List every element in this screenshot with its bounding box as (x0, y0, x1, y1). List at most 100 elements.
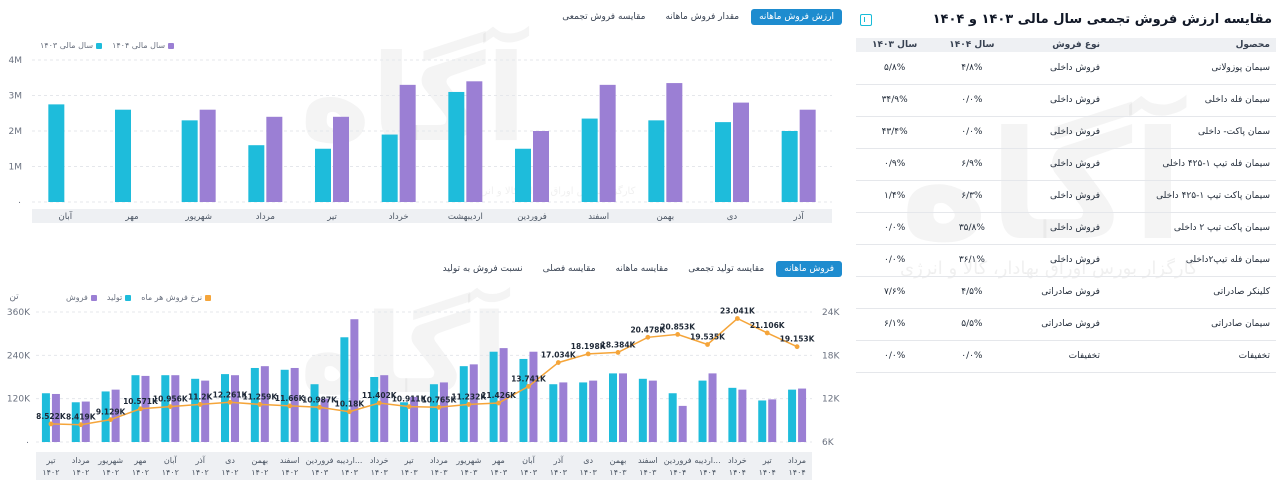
bar-sales (81, 401, 90, 442)
rate-point (78, 422, 84, 428)
bar-sales (708, 373, 717, 442)
bottom-x-tick-month: آذر (552, 455, 563, 465)
cell-year-1403: ۰/۹% (856, 148, 934, 181)
bar-production (310, 384, 319, 442)
bar-sales (798, 388, 807, 442)
cell-product: سمان پاکت- داخلی (1106, 116, 1276, 149)
bar-production (400, 402, 409, 442)
bar-sales (529, 351, 538, 442)
bar-sales (589, 380, 598, 442)
rate-point (645, 334, 651, 340)
legend-item-sales[interactable]: فروش (66, 293, 97, 302)
rate-point-label: 10.911K (392, 395, 428, 404)
legend-item-1404[interactable]: سال مالی ۱۴۰۴ (112, 41, 175, 50)
tab-seasonal-compare[interactable]: مقایسه فصلی (542, 264, 596, 274)
header-year-1404[interactable]: سال ۱۴۰۴ (933, 38, 1011, 52)
bottom-y-right-tick: 12K (822, 395, 840, 405)
bottom-x-tick-month: تیر (45, 456, 55, 465)
legend-item-rate[interactable]: نرخ فروش هر ماه (141, 293, 212, 302)
bottom-y-right-tick: 24K (822, 308, 840, 318)
bottom-y-left-unit: تن (9, 292, 19, 302)
legend-label-1403: سال مالی ۱۴۰۳ (40, 41, 94, 50)
bottom-x-tick-month: آذر (194, 455, 205, 465)
bar-1403 (581, 118, 598, 202)
tab-sales-to-production[interactable]: نسبت فروش به تولید (442, 264, 523, 274)
bar-production (101, 391, 110, 442)
export-icon[interactable] (860, 14, 872, 26)
bar-production (191, 378, 200, 442)
cell-sale-type: فروش داخلی (1010, 180, 1106, 213)
bottom-x-tick-year: ۱۴۰۳ (371, 468, 389, 477)
bottom-x-tick-year: ۱۴۰۳ (490, 468, 508, 477)
header-product[interactable]: محصول (1106, 38, 1276, 52)
bottom-x-tick-year: ۱۴۰۳ (639, 468, 657, 477)
bar-1403 (315, 148, 331, 202)
bar-sales (738, 389, 747, 442)
bottom-x-tick-year: ۱۴۰۲ (251, 468, 268, 477)
cumulative-sales-table-panel: مقایسه ارزش فروش تجمعی سال مالی ۱۴۰۳ و ۱… (852, 0, 1280, 488)
legend-swatch-production (125, 294, 132, 301)
rate-point (287, 403, 293, 409)
bar-sales (410, 396, 419, 442)
legend-item-production[interactable]: تولید (106, 293, 132, 302)
rate-point-label: 21.106K (750, 321, 786, 330)
cell-year-1404: ۶/۹% (933, 148, 1011, 181)
table-row: سیمان پاکت تیپ ۲ داخلی فروش داخلی ۳۵/۸% ۰/۰… (856, 212, 1276, 245)
legend-label-production: تولید (106, 293, 123, 302)
bar-production (489, 351, 498, 442)
legend-label-sales: فروش (66, 293, 88, 302)
legend-item-1403[interactable]: سال مالی ۱۴۰۳ (40, 41, 103, 50)
bar-sales (499, 348, 508, 442)
top-y-tick-label: 1M (9, 163, 23, 173)
rate-point-label: 11.259K (242, 392, 278, 401)
tab-monthly-sales-quantity[interactable]: مقدار فروش ماهانه (665, 12, 740, 22)
header-sale-type[interactable]: نوع فروش (1010, 38, 1106, 52)
bar-1404 (599, 84, 616, 202)
tab-monthly-compare[interactable]: مقایسه ماهانه (615, 264, 669, 274)
tab-cumulative-sales-compare[interactable]: مقایسه فروش تجمعی (562, 12, 646, 22)
bottom-x-tick-year: ۱۴۰۳ (311, 468, 329, 477)
bar-1404 (733, 102, 749, 202)
bottom-x-tick-year: ۱۴۰۳ (341, 468, 359, 477)
top-y-tick-label: 4M (9, 56, 23, 66)
bottom-x-tick-year: ۱۴۰۳ (550, 468, 568, 477)
cell-year-1403: ۱/۴% (856, 180, 934, 213)
cell-year-1404: ۴/۸% (933, 52, 1011, 85)
rate-point (794, 344, 800, 350)
tab-monthly-sales[interactable]: فروش ماهانه (776, 261, 842, 277)
table-row: تخفیفات تخفیفات ۰/۰% ۰/۰% (856, 340, 1276, 373)
cell-sale-type: تخفیفات (1010, 340, 1106, 373)
cell-sale-type: فروش صادراتی (1010, 276, 1106, 309)
bottom-x-tick-month: دی (225, 456, 235, 465)
bar-sales (439, 382, 448, 442)
rate-point (406, 404, 412, 410)
bar-1403 (448, 91, 465, 202)
cell-year-1403: ۶/۱% (856, 308, 934, 341)
rate-point-label: 18.384K (601, 340, 637, 349)
table-row: سیمان فله تیپ ۱-۴۲۵ داخلی فروش داخلی ۶/۹% ۰… (856, 148, 1276, 181)
cell-sale-type: فروش داخلی (1010, 84, 1106, 117)
cell-product: سیمان پوزولانی (1106, 52, 1276, 85)
cell-sale-type: فروش داخلی (1010, 244, 1106, 277)
bottom-x-tick-year: ۱۴۰۲ (162, 468, 179, 477)
header-year-1403[interactable]: سال ۱۴۰۳ (856, 38, 934, 52)
bar-production (609, 373, 617, 442)
bar-production (758, 400, 767, 442)
cell-year-1404: ۳۵/۸% (933, 212, 1011, 245)
bar-1404 (333, 116, 349, 202)
cell-year-1404: ۰/۰% (933, 84, 1011, 117)
rate-point-label: 18.198K (571, 342, 607, 351)
tab-monthly-sales-value[interactable]: ارزش فروش ماهانه (751, 9, 842, 25)
rate-point (675, 331, 681, 337)
bottom-x-tick-month: تیر (762, 456, 772, 465)
table-row: سیمان صادراتی فروش صادراتی ۵/۵% ۶/۱% (856, 308, 1276, 341)
rate-point (48, 421, 54, 427)
bottom-x-tick-year: ۱۴۰۴ (669, 468, 686, 477)
cell-year-1403: ۰/۰% (856, 244, 934, 277)
bottom-x-tick-year: ۱۴۰۴ (729, 468, 746, 477)
table-row: کلینکر صادراتی فروش صادراتی ۴/۵% ۷/۶% (856, 276, 1276, 309)
rate-point (108, 417, 114, 423)
cell-product: سیمان صادراتی (1106, 308, 1276, 341)
bottom-chart-tabs: فروش ماهانه مقایسه تولید تجمعی مقایسه ما… (435, 261, 842, 277)
tab-cumulative-production[interactable]: مقایسه تولید تجمعی (688, 264, 765, 274)
